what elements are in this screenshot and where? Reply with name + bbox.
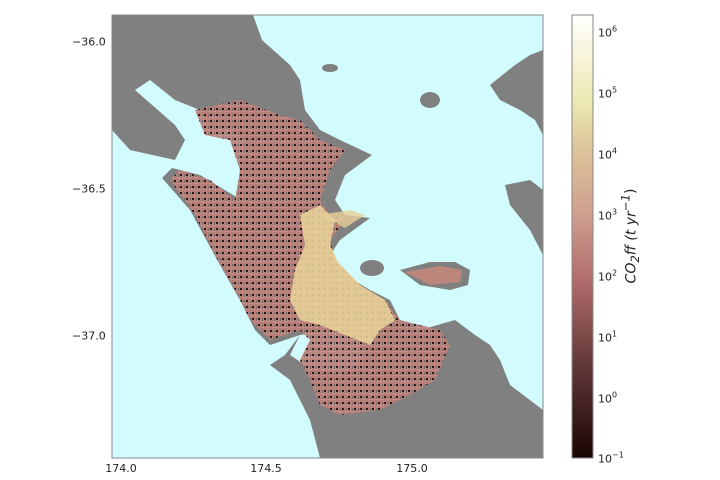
- colorbar-label-end: ): [622, 188, 639, 195]
- colorbar-tick-base: 10: [598, 26, 612, 40]
- colorbar-tick-base: 10: [598, 392, 612, 406]
- colorbar-tick: 100: [598, 391, 617, 406]
- high-emission-core: [320, 210, 365, 228]
- colorbar-tick-base: 10: [598, 87, 612, 101]
- colorbar-tick-exponent: 6: [612, 24, 618, 34]
- island: [360, 260, 384, 276]
- y-tick: −36.0: [72, 35, 106, 49]
- colorbar-tick: 102: [598, 269, 617, 284]
- colorbar-label: CO2ff (t yr−1): [618, 189, 641, 284]
- colorbar-tick-base: 10: [598, 270, 612, 284]
- high-emission-core: [290, 205, 395, 345]
- colorbar-label-main: CO: [622, 262, 639, 284]
- colorbar-label-superscript: −1: [618, 194, 633, 212]
- y-tick: −37.0: [72, 329, 106, 343]
- colorbar-tick-exponent: 4: [612, 146, 618, 156]
- island: [505, 180, 543, 255]
- colorbar-tick-base: 10: [598, 209, 612, 223]
- island: [420, 92, 440, 108]
- colorbar-tick-exponent: 1: [612, 329, 618, 339]
- axes-frame: [111, 14, 544, 459]
- x-tick: 174.0: [105, 462, 137, 475]
- island-emissions: [405, 266, 462, 285]
- colorbar-label-rest: ff (t yr: [622, 211, 639, 256]
- emission-overlay: [170, 100, 462, 415]
- colorbar: [571, 14, 594, 459]
- colorbar-tick-exponent: 2: [612, 268, 618, 278]
- colorbar-tick-exponent: 0: [612, 390, 618, 400]
- colorbar-tick: 10−1: [598, 451, 624, 466]
- colorbar-tick-exponent: 5: [612, 85, 618, 95]
- colorbar-tick: 106: [598, 25, 617, 40]
- y-tick: −36.5: [72, 182, 106, 196]
- colorbar-tick-base: 10: [598, 148, 612, 162]
- x-tick: 174.5: [250, 462, 282, 475]
- colorbar-tick-base: 10: [598, 452, 612, 466]
- colorbar-tick-exponent: 3: [612, 207, 618, 217]
- colorbar-tick-base: 10: [598, 331, 612, 345]
- colorbar-tick: 103: [598, 208, 617, 223]
- colorbar-tick: 101: [598, 330, 617, 345]
- island: [490, 50, 543, 135]
- colorbar-tick: 104: [598, 147, 617, 162]
- colorbar-tick: 105: [598, 86, 617, 101]
- colorbar-tick-exponent: −1: [612, 450, 624, 460]
- colorbar-label-subscript: 2: [627, 255, 642, 263]
- island: [322, 64, 338, 72]
- x-tick: 175.0: [396, 462, 428, 475]
